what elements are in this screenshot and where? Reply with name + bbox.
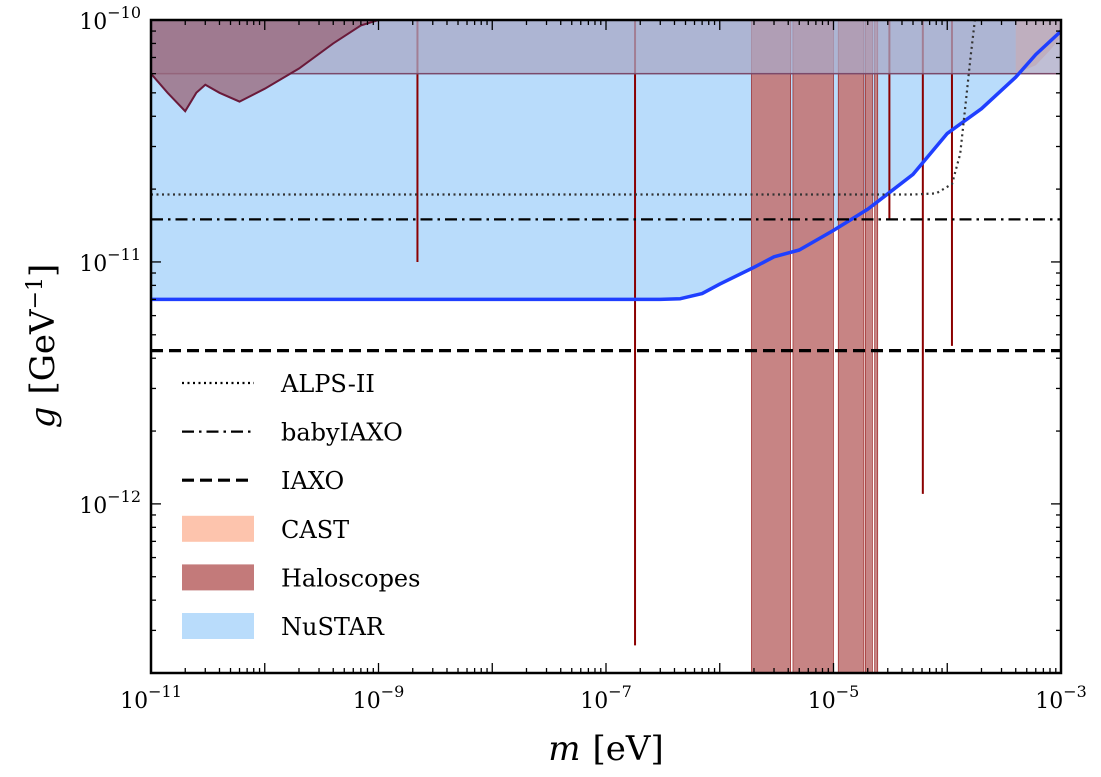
legend-label-alps-ii: ALPS-II [280, 370, 375, 398]
legend: ALPS-II babyIAXO IAXO CAST Haloscopes NuSTAR [182, 370, 420, 641]
x-tick-label: 10−9 [353, 682, 405, 714]
x-tick-label: 10−3 [1035, 682, 1087, 714]
alps-ii-line [151, 20, 976, 196]
legend-label-nustar: NuSTAR [281, 613, 385, 641]
plot-frame [149, 18, 1063, 675]
x-tick-label: 10−5 [808, 682, 860, 714]
haloscope-band [864, 20, 873, 673]
haloscope-band [874, 20, 879, 673]
haloscope-band [837, 20, 865, 673]
tick-labels: 10−11 10−9 10−7 10−5 10−3 10−12 10−11 10−10 [79, 3, 1087, 714]
haloscope-band [751, 20, 791, 673]
legend-swatch-haloscopes [182, 564, 254, 591]
legend-label-iaxo: IAXO [281, 467, 344, 495]
legend-label-haloscopes: Haloscopes [281, 564, 420, 592]
legend-swatch-nustar [182, 613, 254, 639]
y-axis-title: g[GeV−1] [23, 264, 63, 429]
legend-swatch-cast [182, 515, 254, 542]
legend-label-cast: CAST [281, 516, 349, 544]
plot-area [151, 20, 1061, 673]
y-tick-label: 10−11 [79, 245, 141, 277]
y-tick-label: 10−12 [79, 487, 141, 519]
x-tick-label: 10−11 [120, 682, 182, 714]
haloscope-band [792, 20, 834, 673]
x-axis-title: m [eV] [548, 729, 663, 769]
nustar-line [151, 29, 1061, 302]
y-tick-label: 10−10 [79, 3, 141, 35]
x-tick-label: 10−7 [580, 682, 632, 714]
legend-label-babyiaxo: babyIAXO [281, 419, 403, 447]
